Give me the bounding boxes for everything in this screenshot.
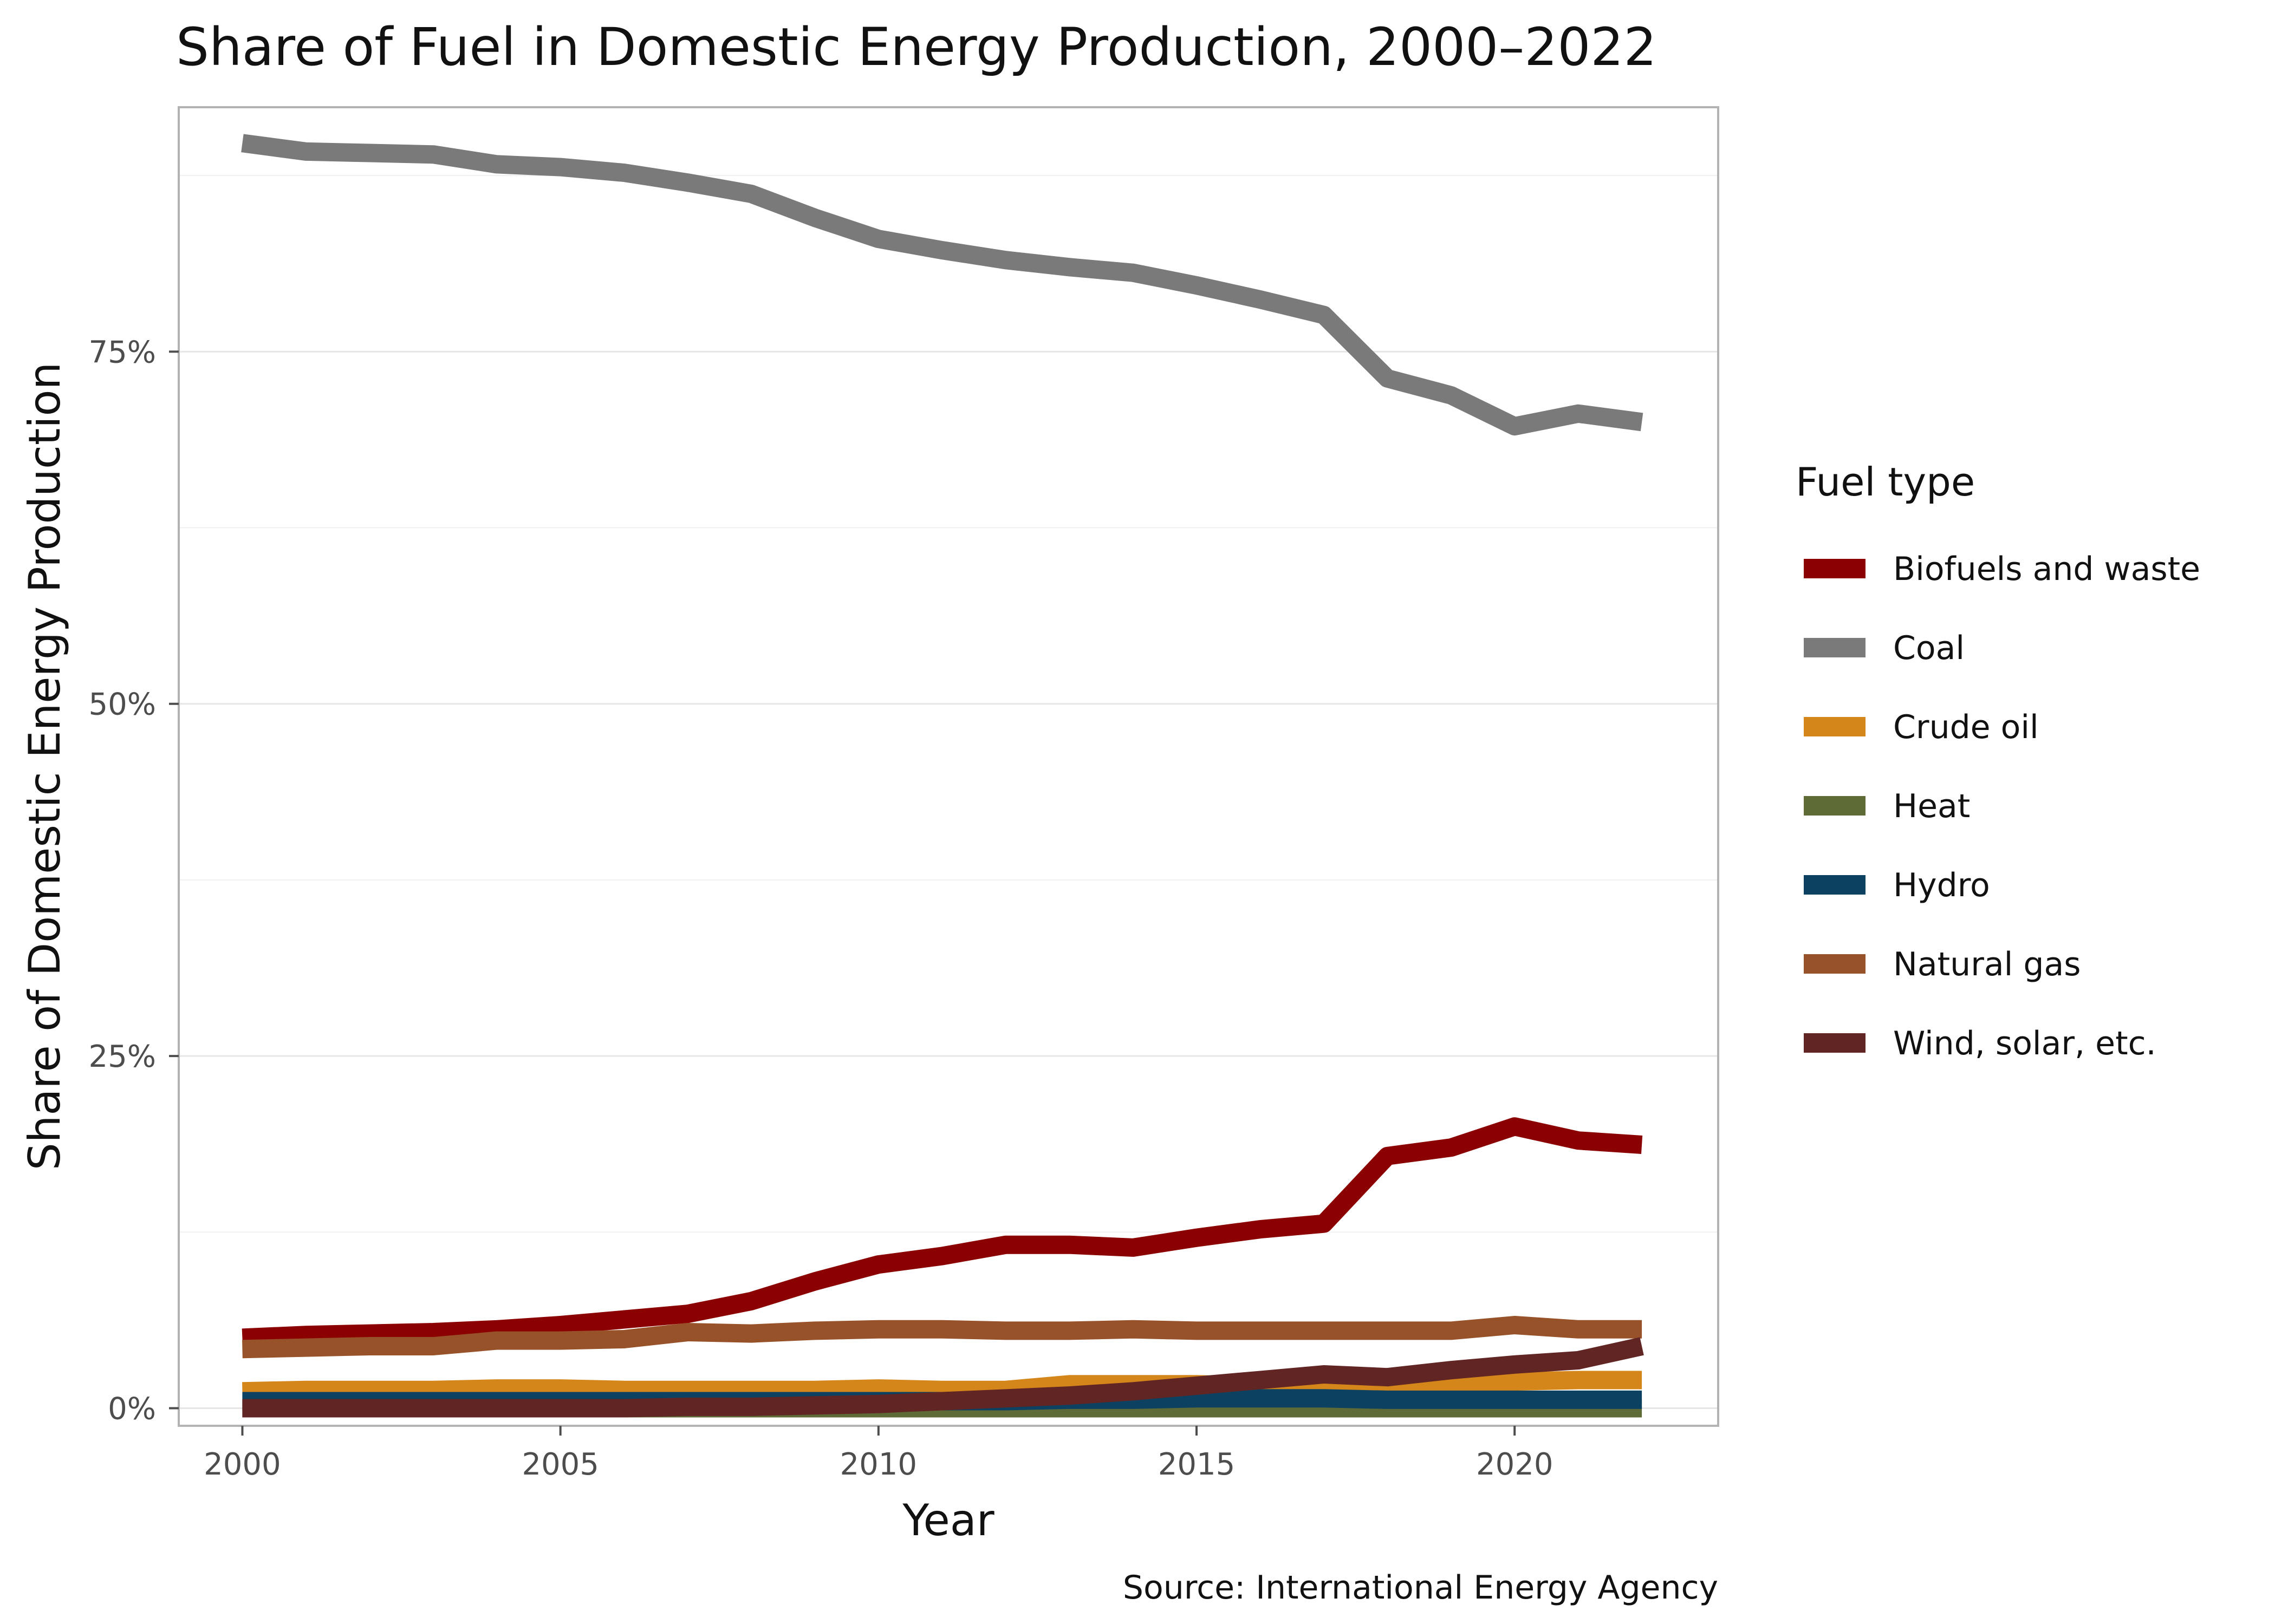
legend-key-coal	[1804, 638, 1865, 657]
gridlines	[179, 175, 1718, 1409]
legend-key-biofuels-and-waste	[1804, 559, 1865, 578]
legend-key-natural-gas	[1804, 954, 1865, 974]
legend-label: Biofuels and waste	[1893, 550, 2200, 588]
y-axis: 0% 25% 50% 75%	[89, 335, 179, 1426]
x-tick-label: 2000	[204, 1447, 281, 1482]
series-line-natural-gas	[242, 1316, 1642, 1359]
plot-panel	[178, 106, 1719, 1427]
series-line-biofuels-and-waste	[242, 1117, 1643, 1347]
legend-items: Biofuels and waste Coal Crude oil Heat Hydro…	[1804, 550, 2200, 1062]
x-axis: 2000 2005 2010 2015 2020	[204, 1426, 1553, 1482]
legend-key-crude-oil	[1804, 717, 1865, 736]
series-line-wind-solar-etc	[242, 1337, 1644, 1418]
x-tick-label: 2020	[1476, 1447, 1554, 1482]
series-line-coal	[241, 134, 1643, 436]
legend-label: Natural gas	[1893, 945, 2081, 983]
x-tick-label: 2010	[840, 1447, 918, 1482]
y-tick-label: 75%	[89, 335, 156, 370]
legend-key-wind-solar-etc	[1804, 1033, 1865, 1053]
legend-label: Heat	[1893, 787, 1970, 825]
x-tick-label: 2005	[522, 1447, 599, 1482]
y-tick-label: 25%	[89, 1039, 156, 1074]
legend-label: Hydro	[1893, 866, 1990, 904]
legend-key-heat	[1804, 796, 1865, 816]
y-axis-title: Share of Domestic Energy Production	[20, 362, 70, 1170]
y-tick-label: 50%	[89, 687, 156, 722]
x-axis-title: Year	[902, 1495, 994, 1545]
chart-title: Share of Fuel in Domestic Energy Product…	[176, 17, 1657, 77]
legend-label: Wind, solar, etc.	[1893, 1025, 2156, 1062]
series-lines	[241, 134, 1644, 1418]
legend-label: Coal	[1893, 629, 1965, 667]
legend: Fuel type Biofuels and waste Coal Crude oi…	[1796, 459, 2200, 1062]
legend-key-hydro	[1804, 875, 1865, 895]
legend-title: Fuel type	[1796, 459, 1975, 505]
y-tick-label: 0%	[108, 1391, 156, 1426]
series-line-crude-oil	[242, 1371, 1642, 1401]
chart-caption: Source: International Energy Agency	[1123, 1569, 1718, 1607]
x-tick-label: 2015	[1158, 1447, 1236, 1482]
legend-label: Crude oil	[1893, 708, 2039, 746]
